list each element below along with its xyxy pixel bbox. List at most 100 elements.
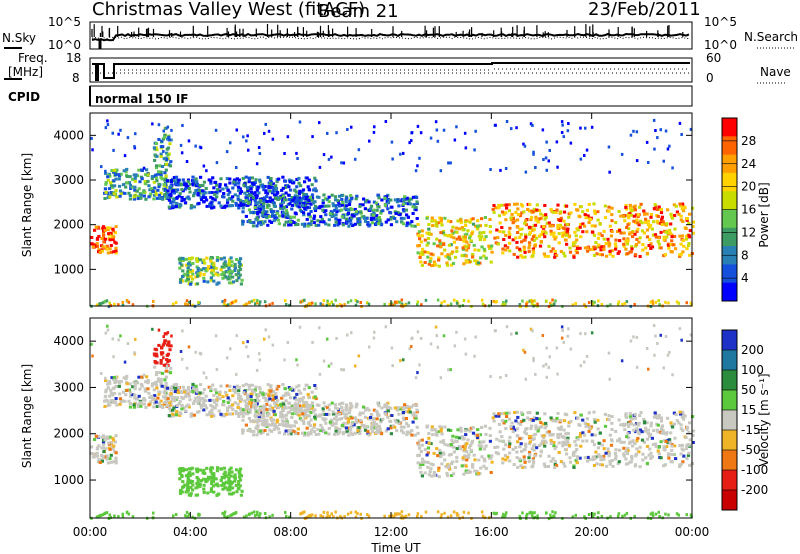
- power-cell: [211, 273, 215, 277]
- velocity-cell: [301, 412, 305, 416]
- power-cell: [328, 212, 332, 216]
- power-cell: [341, 201, 345, 204]
- velocity-cell: [662, 431, 666, 435]
- power-cell: [633, 232, 637, 236]
- power-cell: [372, 130, 376, 134]
- power-cell: [403, 195, 407, 199]
- power-cell: [210, 262, 214, 266]
- power-cell: [653, 233, 658, 237]
- velocity-cell: [105, 457, 109, 461]
- velocity-cell: [603, 412, 607, 416]
- power-cell: [568, 250, 573, 254]
- power-cell: [368, 139, 371, 143]
- power-cell: [333, 195, 338, 199]
- power-cell: [150, 177, 154, 181]
- velocity-cell: [189, 493, 193, 497]
- velocity-cell: [194, 396, 198, 400]
- velocity-cell: [381, 417, 385, 421]
- velocity-cell: [421, 457, 425, 461]
- power-cell: [215, 183, 219, 187]
- power-cell: [153, 159, 157, 162]
- power-cell: [208, 191, 212, 195]
- velocity-cell: [170, 408, 175, 412]
- power-cell: [259, 300, 262, 304]
- velocity-cell: [502, 512, 505, 516]
- power-cell: [561, 123, 564, 127]
- velocity-cell: [266, 432, 270, 436]
- power-cell: [155, 196, 159, 200]
- power-cell: [265, 206, 269, 209]
- power-cell: [189, 270, 193, 274]
- power-cell: [651, 302, 655, 306]
- power-cell: [185, 160, 189, 163]
- velocity-cell: [218, 397, 222, 401]
- power-cell: [215, 195, 219, 199]
- power-cell: [248, 194, 252, 198]
- velocity-cell: [688, 421, 692, 425]
- velocity-cell: [452, 445, 456, 449]
- power-cell: [516, 255, 520, 259]
- velocity-cell: [317, 403, 321, 407]
- power-cell: [440, 223, 444, 227]
- velocity-cell: [344, 406, 348, 410]
- power-cell: [672, 203, 676, 207]
- power-cell: [327, 223, 331, 227]
- power-cell: [435, 128, 439, 132]
- velocity-cell: [443, 458, 447, 462]
- velocity-cell: [591, 440, 595, 443]
- power-cell: [222, 195, 226, 199]
- velocity-cell: [163, 385, 168, 389]
- velocity-cell: [455, 513, 459, 517]
- power-cell: [289, 199, 293, 203]
- power-cell: [354, 197, 358, 201]
- power-cell: [188, 190, 192, 194]
- power-cell: [224, 270, 228, 273]
- power-cell: [536, 302, 539, 306]
- velocity-cell: [349, 511, 353, 515]
- power-cell: [155, 179, 159, 183]
- power-cell: [346, 300, 350, 304]
- velocity-cell: [145, 375, 149, 379]
- velocity-cell: [136, 403, 141, 407]
- velocity-cell: [140, 375, 144, 379]
- power-cell: [122, 169, 126, 173]
- velocity-cell: [114, 461, 118, 465]
- velocity-cell: [287, 406, 292, 410]
- velocity-cell: [124, 393, 128, 397]
- velocity-cell: [617, 512, 621, 516]
- velocity-cell: [257, 413, 261, 417]
- power-cell: [236, 185, 241, 189]
- power-cell: [660, 222, 664, 226]
- velocity-cell: [276, 398, 280, 402]
- velocity-cell: [525, 512, 529, 516]
- power-cell: [344, 217, 348, 221]
- power-cell: [684, 227, 688, 230]
- power-cell: [127, 191, 131, 195]
- velocity-cell: [645, 421, 649, 425]
- velocity-cell: [290, 412, 294, 416]
- power-cbar-tick: 8: [741, 248, 749, 262]
- power-cell: [206, 280, 210, 284]
- power-cell: [565, 231, 569, 235]
- power-cell: [649, 215, 653, 219]
- power-cell: [506, 245, 510, 249]
- power-cell: [90, 236, 94, 239]
- velocity-cell: [308, 424, 312, 428]
- velocity-cell: [261, 430, 265, 434]
- velocity-cell: [282, 419, 286, 423]
- velocity-cell: [163, 339, 167, 343]
- velocity-cell: [188, 390, 192, 394]
- velocity-cell: [340, 424, 344, 427]
- power-cell: [388, 302, 391, 306]
- velocity-cell: [133, 387, 137, 391]
- power-cell: [507, 230, 511, 234]
- power-cell: [164, 174, 168, 178]
- velocity-cell: [624, 457, 628, 461]
- power-cell: [277, 222, 281, 226]
- power-cell: [523, 144, 527, 148]
- power-cell: [310, 219, 314, 223]
- velocity-cell: [600, 463, 604, 467]
- velocity-cell: [104, 379, 108, 382]
- velocity-cell: [578, 434, 582, 438]
- power-cell: [228, 269, 232, 273]
